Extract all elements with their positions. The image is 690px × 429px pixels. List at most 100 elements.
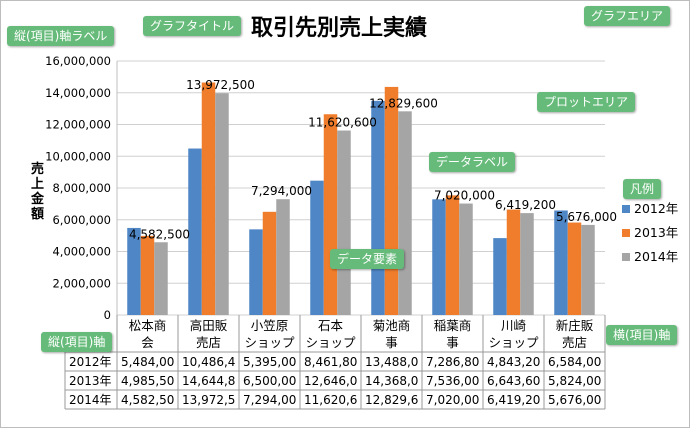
bar [581, 224, 595, 315]
bar [567, 222, 582, 315]
data-label: 13,972,500 [186, 78, 255, 92]
table-cell: 12,829,6 [365, 393, 418, 407]
x-tick-label: 稲葉商 [434, 318, 472, 333]
callout-chart-title: グラフタイトル [143, 16, 242, 36]
table-cell: 8,461,80 [304, 355, 357, 369]
table-cell: 4,582,50 [121, 393, 174, 407]
table-row-label: 2013年 [69, 374, 112, 388]
table-cell: 5,484,00 [121, 355, 174, 369]
y-tick-label: 0 [104, 308, 111, 322]
bar [310, 180, 324, 315]
bar [459, 203, 473, 315]
x-tick-label: ショップ [488, 335, 539, 350]
x-tick-label: 売店 [196, 335, 221, 350]
data-label: 12,829,600 [369, 96, 438, 110]
plot-area: 0 2,000,000 4,000,000 6,000,000 8,000,000 10,… [45, 54, 678, 410]
data-label: 5,676,000 [556, 210, 617, 224]
legend-label: 2014年 [634, 249, 678, 264]
bar [215, 93, 229, 316]
bar [140, 235, 155, 315]
y-tick-label: 16,000,000 [45, 54, 111, 68]
bar [432, 199, 446, 315]
x-tick-label: 事 [385, 335, 398, 350]
table-cell: 7,020,00 [426, 393, 479, 407]
table-cell: 5,395,00 [243, 355, 296, 369]
y-tick-label: 12,000,000 [45, 118, 111, 132]
y-axis-label: 売上金額 [30, 161, 45, 222]
table-cell: 7,536,00 [426, 374, 479, 388]
bar [493, 238, 507, 315]
table-cell: 10,486,4 [182, 355, 235, 369]
callout-y-axis-label: 縦(項目)軸ラベル [7, 26, 115, 46]
bar [262, 211, 277, 315]
table-cell: 14,368,0 [365, 374, 418, 388]
y-tick-label: 10,000,000 [45, 149, 111, 163]
table-cell: 6,500,00 [243, 374, 296, 388]
bar [276, 199, 290, 315]
y-tick-label: 6,000,000 [52, 213, 111, 227]
data-label: 7,020,000 [434, 189, 495, 203]
callout-data-label: データラベル [429, 152, 516, 172]
table-cell: 6,643,60 [487, 374, 540, 388]
y-tick-label: 2,000,000 [52, 276, 111, 290]
table-cell: 13,972,5 [182, 393, 235, 407]
bar [154, 242, 168, 315]
table-cell: 4,985,50 [121, 374, 174, 388]
table-cell: 6,584,00 [548, 355, 601, 369]
table-cell: 5,824,00 [548, 374, 601, 388]
table-cell: 4,843,20 [487, 355, 540, 369]
callout-legend: 凡例 [623, 179, 662, 199]
legend-key [622, 229, 630, 237]
legend-label: 2013年 [634, 225, 678, 240]
bar [201, 82, 216, 316]
table-cell: 13,488,0 [365, 355, 418, 369]
bar [371, 100, 385, 316]
table-cell: 7,294,00 [243, 393, 296, 407]
table-cell: 12,646,0 [304, 374, 357, 388]
x-tick-label: 高田販 [190, 318, 228, 333]
legend-key [622, 205, 630, 213]
table-cell: 11,620,6 [304, 393, 357, 407]
table-cell: 14,644,8 [182, 374, 235, 388]
bar [127, 227, 141, 315]
bar [249, 229, 263, 315]
x-tick-label: 石本 [318, 318, 344, 333]
x-tick-label: 事 [446, 335, 459, 350]
bar [323, 114, 338, 315]
x-tick-label: 会 [141, 335, 154, 350]
x-tick-label: 菊池商 [373, 318, 411, 333]
bar [554, 210, 568, 315]
table-cell: 7,286,80 [426, 355, 479, 369]
callout-chart-area: グラフエリア [584, 6, 671, 26]
x-tick-label: ショップ [305, 335, 356, 350]
bar [188, 148, 202, 315]
legend-label: 2012年 [634, 201, 678, 216]
callout-h-axis: 横(項目)軸 [606, 325, 678, 345]
bar [398, 111, 412, 315]
legend-key [622, 253, 630, 261]
data-label: 7,294,000 [251, 184, 312, 198]
x-tick-label: 松本商 [129, 318, 167, 333]
callout-data-element: データ要素 [330, 249, 405, 269]
data-label: 4,582,500 [129, 227, 190, 241]
bar [337, 130, 351, 315]
x-tick-label: 小笠原 [251, 318, 289, 333]
chart-title: 取引先別売上実績 [251, 15, 427, 41]
callout-plot-area: プロットエリア [537, 92, 636, 112]
y-tick-label: 14,000,000 [45, 86, 111, 100]
y-tick-label: 4,000,000 [52, 245, 111, 259]
callout-v-axis: 縦(項目)軸 [41, 332, 113, 352]
bar [520, 213, 534, 315]
x-tick-label: 新庄販 [556, 318, 594, 333]
bar [506, 209, 521, 315]
table-row-label: 2012年 [69, 355, 112, 369]
x-tick-label: ショップ [244, 335, 295, 350]
table-row-label: 2014年 [69, 393, 112, 407]
bar [445, 195, 460, 315]
y-tick-label: 8,000,000 [52, 181, 111, 195]
table-cell: 5,676,00 [548, 393, 601, 407]
x-tick-label: 川崎 [501, 318, 527, 333]
x-tick-label: 売店 [562, 335, 587, 350]
